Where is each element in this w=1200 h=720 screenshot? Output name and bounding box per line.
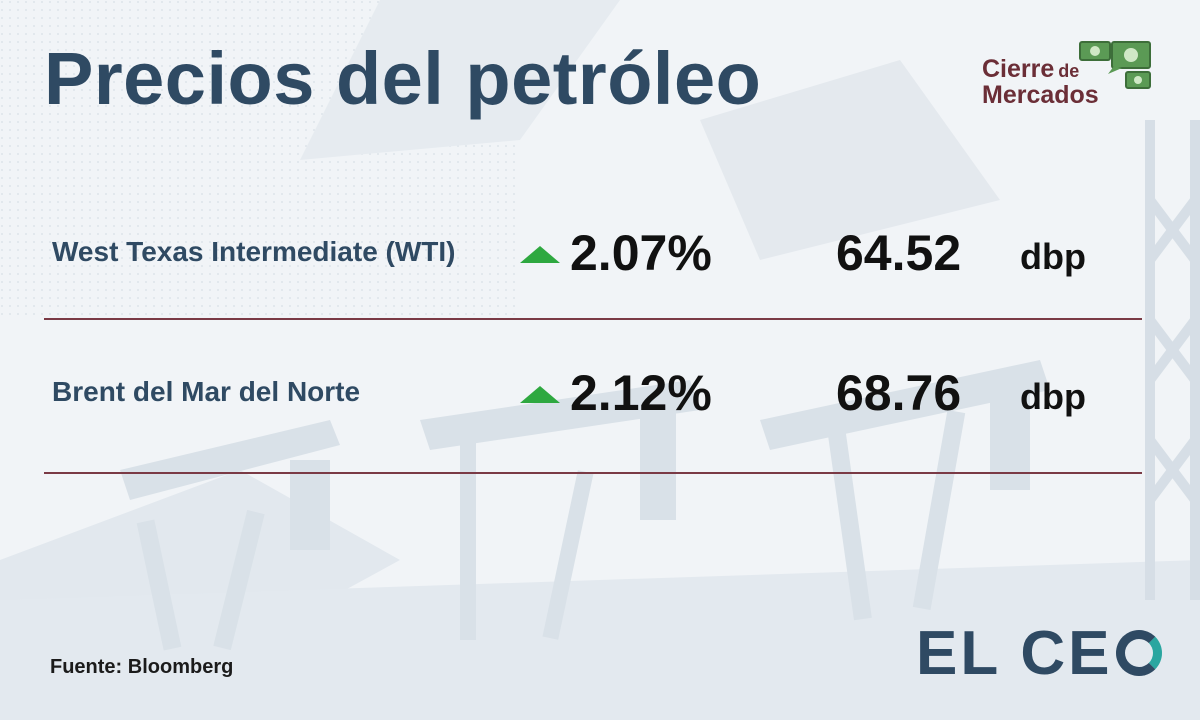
badge-line1-small: de (1058, 61, 1080, 81)
commodity-name: West Texas Intermediate (WTI) (52, 236, 456, 267)
commodity-name: Brent del Mar del Norte (52, 376, 361, 407)
change-percent: 2.12% (570, 365, 712, 421)
badge-line1: Cierre (982, 55, 1055, 83)
change-percent: 2.07% (570, 225, 712, 281)
logo-ce: CE (1020, 619, 1113, 688)
price-unit: dbp (1020, 376, 1086, 417)
price-unit: dbp (1020, 236, 1086, 277)
money-chat-icon (1079, 41, 1151, 89)
page-title: Precios del petróleo (44, 37, 762, 120)
row-divider (44, 472, 1142, 474)
cierre-de-mercados-badge: Cierre de Mercados (982, 40, 1157, 125)
price-value: 64.52 (836, 225, 962, 281)
badge-text: Cierre de Mercados (982, 56, 1099, 109)
row-divider (44, 318, 1142, 320)
logo-el: EL (916, 619, 1001, 688)
el-ceo-logo: EL CE (916, 618, 1163, 689)
row-wti: West Texas Intermediate (WTI) 2.07% 64.5… (0, 225, 1200, 286)
price-value: 68.76 (836, 365, 962, 421)
up-arrow-icon (520, 246, 560, 263)
up-arrow-icon (520, 386, 560, 403)
badge-line2: Mercados (982, 81, 1099, 110)
logo-o-ring-icon (1116, 630, 1163, 676)
row-brent: Brent del Mar del Norte 2.12% 68.76 dbp (0, 365, 1200, 426)
source-note: Fuente: Bloomberg (50, 656, 234, 678)
